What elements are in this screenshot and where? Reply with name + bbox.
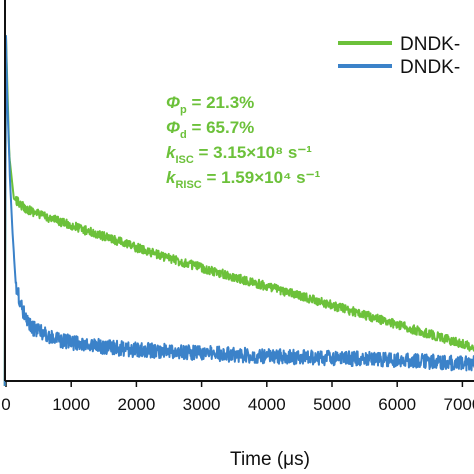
- x-tick-label-0: 0: [1, 395, 10, 414]
- x-axis-title: Time (μs): [230, 449, 310, 470]
- annotation-line-2: kISC = 3.15×10⁸ s⁻¹: [166, 143, 312, 166]
- series-line-1: [3, 35, 474, 387]
- x-tick-label-7000: 7000: [443, 395, 474, 414]
- photophysics-annotation: Φp = 21.3%Φd = 65.7%kISC = 3.15×10⁸ s⁻¹k…: [166, 93, 321, 191]
- legend: DNDK- DNDK-: [338, 34, 460, 78]
- x-axis-ticks: 0 1000 2000 3000 4000 5000 6000 7000: [1, 381, 474, 414]
- x-tick-label-4000: 4000: [248, 395, 286, 414]
- x-tick-label-2000: 2000: [117, 395, 155, 414]
- x-tick-label-3000: 3000: [183, 395, 221, 414]
- plot-series: [3, 35, 474, 387]
- annotation-line-0: Φp = 21.3%: [166, 93, 254, 116]
- x-tick-label-1000: 1000: [52, 395, 90, 414]
- annotation-line-1: Φd = 65.7%: [166, 118, 254, 141]
- legend-label-0: DNDK-: [400, 34, 460, 55]
- x-tick-label-5000: 5000: [313, 395, 351, 414]
- x-tick-label-6000: 6000: [378, 395, 416, 414]
- legend-label-1: DNDK-: [400, 57, 460, 78]
- series-line-0: [3, 35, 474, 387]
- annotation-line-3: kRISC = 1.59×10⁴ s⁻¹: [166, 168, 321, 191]
